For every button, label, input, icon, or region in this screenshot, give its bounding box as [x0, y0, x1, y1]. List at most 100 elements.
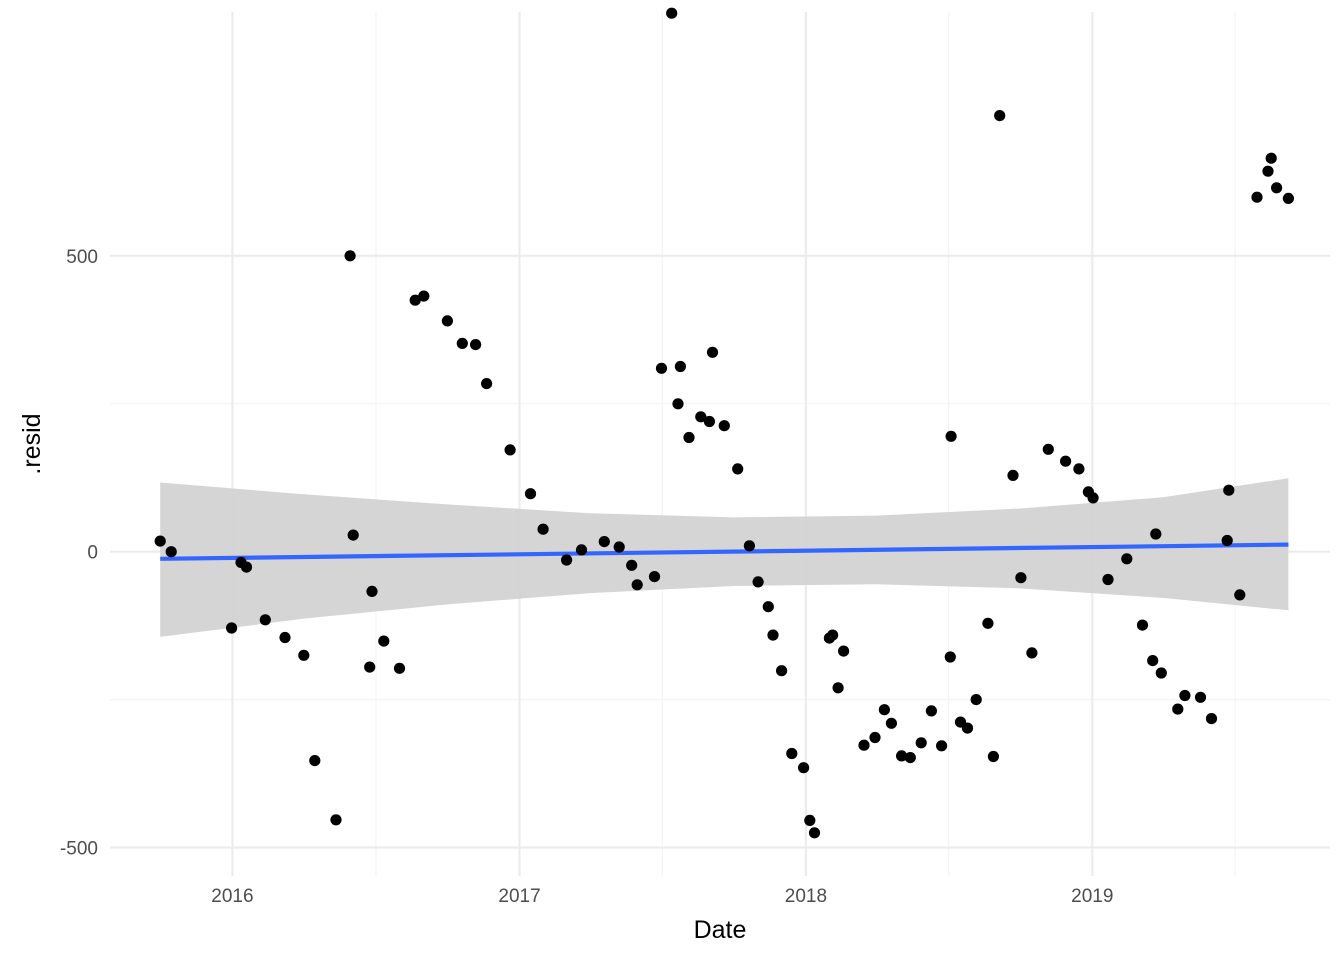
data-point	[409, 294, 421, 306]
data-point	[626, 559, 638, 571]
data-point	[936, 740, 948, 752]
data-point	[683, 431, 695, 444]
data-point	[695, 411, 707, 423]
data-point	[561, 554, 573, 566]
data-point	[1205, 713, 1218, 725]
data-point	[798, 762, 810, 774]
x-axis-title: Date	[694, 916, 747, 944]
data-point	[364, 661, 376, 673]
data-point	[279, 631, 291, 644]
data-point	[786, 747, 798, 760]
data-point	[1007, 469, 1019, 481]
data-point	[575, 544, 588, 556]
data-point	[904, 752, 916, 764]
data-point	[537, 523, 549, 535]
data-point	[767, 629, 779, 641]
data-point	[703, 415, 716, 428]
data-point	[524, 488, 537, 500]
data-point	[982, 617, 994, 629]
data-point	[1194, 691, 1207, 703]
data-point	[1073, 463, 1085, 475]
data-point	[994, 110, 1006, 122]
data-point	[666, 7, 678, 19]
data-point	[987, 750, 1000, 763]
x-tick-label: 2018	[785, 886, 827, 907]
data-point	[366, 585, 378, 598]
data-point	[1147, 655, 1159, 667]
y-tick-label: -500	[60, 839, 98, 860]
data-point	[1087, 492, 1099, 504]
data-point	[1179, 689, 1191, 702]
data-point	[945, 430, 957, 442]
x-axis: 2016 2017 2018 2019	[211, 886, 1113, 907]
data-point	[378, 635, 390, 647]
data-point	[598, 536, 610, 548]
data-point	[718, 420, 730, 432]
y-axis: -500 0 500	[60, 247, 98, 860]
y-tick-label: 0	[87, 543, 98, 564]
data-point	[832, 682, 844, 694]
data-point	[393, 662, 406, 674]
x-tick-label: 2017	[498, 886, 540, 907]
data-point	[1221, 534, 1233, 547]
data-point	[915, 737, 927, 749]
points	[154, 7, 1294, 839]
data-point	[504, 444, 516, 456]
data-point	[827, 629, 839, 641]
data-point	[1026, 647, 1038, 659]
x-tick-label: 2016	[211, 886, 253, 907]
data-point	[154, 535, 166, 547]
data-point	[885, 717, 898, 729]
data-point	[961, 722, 974, 734]
x-tick-label: 2019	[1071, 886, 1113, 907]
data-point	[1265, 152, 1277, 164]
data-point	[1060, 455, 1072, 467]
grid	[110, 12, 1330, 876]
data-point	[456, 337, 468, 349]
data-point	[240, 561, 253, 573]
data-point	[347, 529, 359, 541]
data-point	[655, 362, 668, 374]
data-point	[648, 571, 661, 583]
data-point	[259, 614, 271, 626]
data-point	[1155, 667, 1167, 679]
data-point	[1234, 589, 1246, 601]
data-point	[470, 339, 482, 351]
data-point	[165, 546, 177, 558]
data-point	[613, 541, 625, 553]
data-point	[706, 346, 719, 358]
data-point	[674, 360, 687, 373]
data-point	[418, 290, 430, 302]
data-point	[1282, 192, 1294, 204]
data-point	[226, 622, 238, 634]
data-point	[1121, 553, 1133, 565]
data-point	[858, 739, 870, 751]
data-point	[762, 601, 774, 613]
data-point	[1136, 619, 1149, 631]
data-point	[743, 540, 756, 552]
data-point	[804, 814, 816, 827]
data-point	[481, 378, 493, 390]
data-point	[752, 576, 764, 588]
data-point	[298, 649, 310, 661]
data-point	[808, 827, 821, 839]
trend-line	[160, 542, 1289, 561]
data-point	[330, 814, 342, 826]
data-point	[970, 694, 982, 706]
data-point	[1223, 484, 1235, 496]
data-point	[1251, 191, 1263, 203]
confidence-band	[160, 478, 1289, 637]
data-point	[732, 463, 744, 475]
data-point	[925, 705, 938, 717]
data-point	[869, 731, 881, 744]
data-point	[1172, 703, 1184, 715]
data-point	[441, 315, 453, 327]
y-tick-label: 500	[66, 247, 98, 268]
data-point	[1262, 165, 1274, 177]
data-point	[838, 645, 850, 657]
data-point	[1150, 528, 1162, 540]
data-point	[1271, 182, 1283, 194]
data-point	[896, 750, 908, 762]
data-point	[878, 704, 891, 716]
